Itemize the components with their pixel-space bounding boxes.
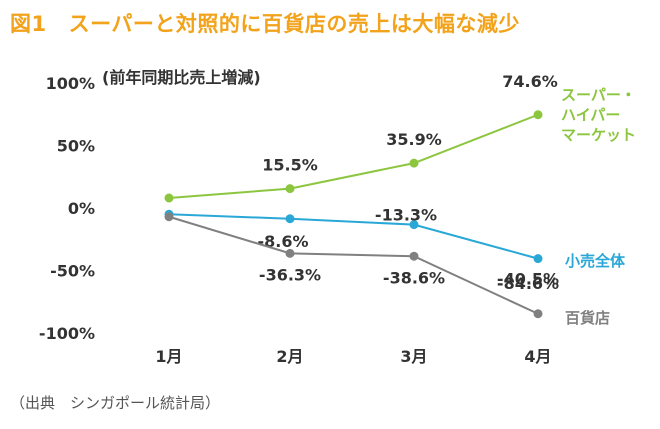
x-tick-label: 3月: [400, 347, 427, 366]
data-label: -40.5%: [497, 270, 559, 289]
series-name-label: 小売全体: [565, 252, 626, 270]
series-name-label: ハイパー: [561, 106, 620, 124]
data-point: [164, 193, 174, 203]
data-label: 35.9%: [386, 130, 442, 149]
data-label: -36.3%: [259, 265, 321, 284]
data-point: [533, 254, 543, 264]
series-name-label: マーケット: [561, 126, 636, 144]
source-note: （出典 シンガポール統計局）: [10, 394, 221, 412]
data-point: [409, 251, 419, 261]
x-tick-label: 1月: [155, 347, 182, 366]
data-point: [409, 220, 419, 230]
data-label: -13.3%: [375, 206, 437, 225]
x-tick-label: 4月: [524, 347, 551, 366]
x-axis-ticks: 1月 2月 3月 4月: [155, 347, 551, 366]
y-axis-ticks: 100% 50% 0% -50% -100%: [39, 74, 95, 343]
data-label: -84.6%: [497, 274, 559, 293]
y-tick-label: 100%: [46, 74, 95, 93]
data-label: 15.5%: [262, 156, 318, 175]
data-point: [285, 184, 295, 194]
series-line: [168, 213, 539, 260]
series-2: -36.3% -38.6% -84.6% 百貨店: [164, 212, 610, 327]
data-point: [533, 110, 543, 120]
x-tick-label: 2月: [276, 347, 303, 366]
data-point: [285, 248, 295, 258]
series-name-label: スーパー・: [561, 86, 636, 104]
data-label: -8.6%: [257, 232, 308, 251]
y-tick-label: -100%: [39, 324, 95, 343]
data-label: -38.6%: [383, 268, 445, 287]
series-1: -8.6% -13.3% -40.5% 小売全体: [164, 206, 626, 289]
chart-title: 図1 スーパーと対照的に百貨店の売上は大幅な減少: [10, 8, 520, 38]
data-point: [533, 309, 543, 319]
data-label: 74.6%: [502, 72, 558, 91]
figure-title: スーパーと対照的に百貨店の売上は大幅な減少: [68, 12, 520, 36]
y-tick-label: -50%: [50, 262, 95, 281]
series-line: [168, 113, 539, 199]
figure-number: 図1: [10, 12, 47, 36]
data-point: [285, 214, 295, 224]
y-tick-label: 50%: [57, 137, 95, 156]
y-axis-label: (前年同期比売上増減): [102, 68, 261, 87]
series-name-label: 百貨店: [565, 309, 610, 327]
data-point: [409, 158, 419, 168]
y-tick-label: 0%: [68, 199, 95, 218]
series-line: [168, 215, 539, 315]
data-point: [164, 212, 174, 222]
